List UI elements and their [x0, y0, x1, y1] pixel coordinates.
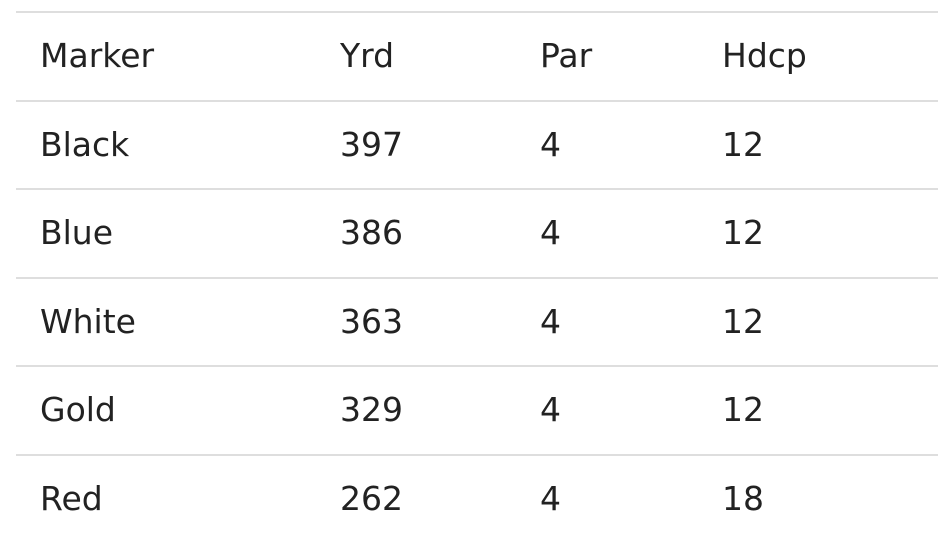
table-cell: 12 [722, 124, 764, 164]
table-cell: 386 [340, 213, 403, 253]
row-divider [16, 276, 938, 279]
table-cell: 363 [340, 301, 403, 341]
table-cell: 397 [340, 124, 403, 164]
table-cell: 12 [722, 213, 764, 253]
header-cell: Yrd [340, 36, 395, 76]
header-cell: Par [540, 36, 593, 76]
table-cell: 4 [540, 124, 561, 164]
table-cell: Red [40, 478, 103, 518]
table-cell: Blue [40, 213, 114, 253]
table-cell: 4 [540, 390, 561, 430]
row-divider [16, 365, 938, 367]
row-divider [16, 188, 938, 190]
header-cell: Hdcp [722, 36, 807, 76]
row-divider [16, 11, 938, 13]
row-divider [16, 453, 938, 456]
table-cell: 18 [722, 478, 764, 518]
table-cell: 12 [722, 301, 764, 341]
table-cell: Gold [40, 390, 116, 430]
header-cell: Marker [40, 36, 155, 76]
table-cell: 262 [340, 478, 403, 518]
table-cell: 12 [722, 390, 764, 430]
table-cell: 4 [540, 478, 561, 518]
table-cell: White [40, 301, 136, 341]
table-cell: 329 [340, 390, 403, 430]
row-divider [16, 99, 938, 102]
table-cell: 4 [540, 213, 561, 253]
table-cell: Black [40, 124, 130, 164]
table-cell: 4 [540, 301, 561, 341]
